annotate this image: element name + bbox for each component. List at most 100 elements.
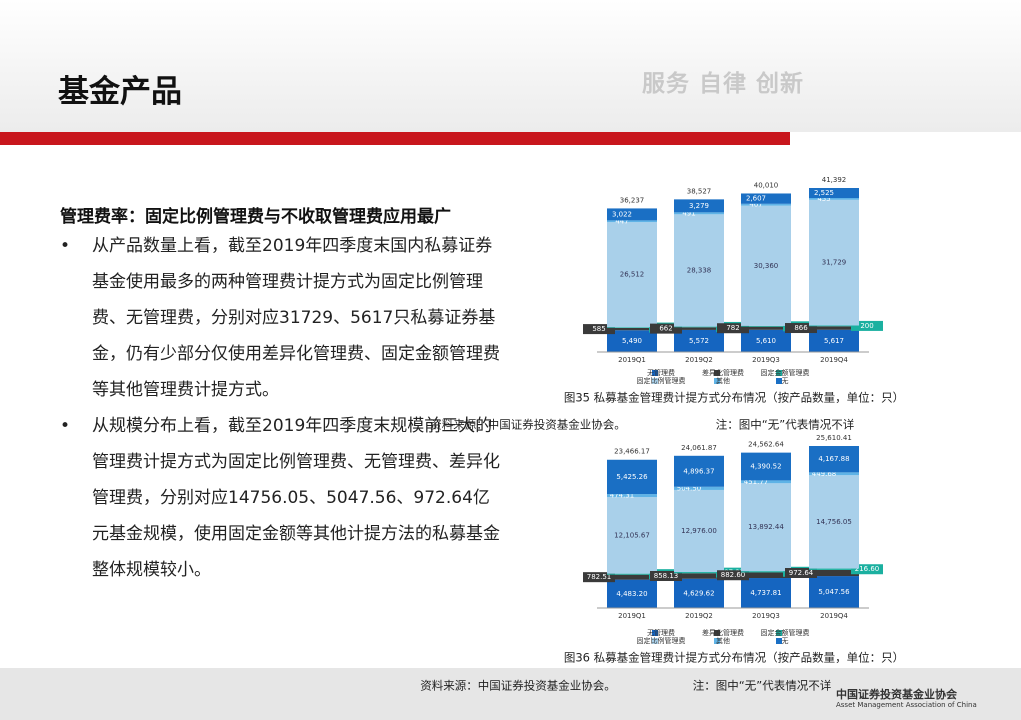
bar-segment xyxy=(607,574,657,580)
bar-segment xyxy=(741,578,791,608)
chart-source: 资料来源：中国证券投资基金业协会。 xyxy=(430,418,626,432)
value-label: 882.60 xyxy=(721,571,746,579)
bar-segment xyxy=(674,572,724,574)
value-label: 5,490 xyxy=(622,337,642,345)
value-label: 782 xyxy=(726,324,739,332)
bar-segment xyxy=(809,329,859,352)
section-heading: 管理费率：固定比例管理费与不收取管理费应用最广 xyxy=(60,207,451,227)
label-box xyxy=(650,571,682,582)
label-box xyxy=(785,323,817,334)
bar-segment xyxy=(674,329,724,352)
value-label: 200 xyxy=(860,322,873,330)
bar-segment xyxy=(809,569,859,577)
label-box xyxy=(851,320,883,331)
label-box xyxy=(717,323,749,334)
bar-segment xyxy=(674,578,724,608)
chart-source: 资料来源：中国证券投资基金业协会。 xyxy=(420,679,616,693)
bar-segment xyxy=(607,494,657,498)
bar-segment xyxy=(741,329,791,352)
value-label: 491 xyxy=(682,209,695,217)
value-label: 972.64 xyxy=(789,569,814,577)
value-label: 28,338 xyxy=(687,266,712,274)
legend-swatch xyxy=(652,638,658,644)
bar-segment xyxy=(809,326,859,330)
legend-swatch xyxy=(714,630,720,636)
bar-segment xyxy=(607,220,657,223)
value-label: 5,047.56 xyxy=(818,588,850,596)
bar-segment xyxy=(674,214,724,327)
chart-caption: 图36 私募基金管理费计提方式分布情况（按产品数量，单位：只） xyxy=(564,651,904,665)
legend-swatch xyxy=(714,638,720,644)
value-label: 4,483.20 xyxy=(616,590,647,598)
slogan: 服务 自律 创新 xyxy=(642,71,805,97)
bar-segment xyxy=(741,205,791,326)
value-label: 13,892.44 xyxy=(748,523,784,531)
bar-segment xyxy=(674,486,724,490)
value-label: 14,756.05 xyxy=(816,518,852,526)
value-label: 585 xyxy=(592,325,605,333)
value-label: 4,629.62 xyxy=(683,589,714,597)
red-stripe xyxy=(0,132,790,145)
label-box xyxy=(583,572,615,583)
value-label: 5,617 xyxy=(824,337,844,345)
legend-label: 无 xyxy=(782,637,789,645)
value-label: 12,105.67 xyxy=(614,531,650,539)
bar-segment xyxy=(674,327,724,330)
value-label: 467 xyxy=(749,201,762,209)
total-label: 38,527 xyxy=(687,187,712,195)
bar-segment xyxy=(741,571,791,573)
total-label: 24,562.64 xyxy=(748,441,784,449)
legend-label: 其他 xyxy=(716,376,730,385)
value-label: 447 xyxy=(615,217,628,225)
legend-label: 固定比例管理费 xyxy=(637,636,686,645)
slide-title: 基金产品 xyxy=(58,74,182,110)
legend-swatch xyxy=(652,370,658,376)
bar-segment xyxy=(607,497,657,574)
bar-segment xyxy=(809,446,859,473)
bar-segment xyxy=(741,480,791,484)
bar-segment xyxy=(809,199,859,326)
x-tick-label: 2019Q1 xyxy=(618,612,646,620)
total-label: 41,392 xyxy=(822,176,847,184)
bar-segment xyxy=(607,208,657,221)
value-label: 3,279 xyxy=(689,202,709,210)
legend-label: 固定比例管理费 xyxy=(637,376,686,385)
x-tick-label: 2019Q2 xyxy=(685,356,713,364)
bar-segment xyxy=(809,188,859,199)
total-label: 40,010 xyxy=(754,181,779,189)
legend-label: 差异化管理费 xyxy=(702,368,744,377)
bar-segment xyxy=(674,455,724,487)
value-label: 5,425.26 xyxy=(616,473,648,481)
bullet-list: 从产品数量上看，截至2019年四季度末国内私募证券基金使用最多的两种管理费计提方… xyxy=(60,228,500,588)
legend-label: 无管理费 xyxy=(647,628,675,637)
logo-text-en: Asset Management Association of China xyxy=(836,701,977,709)
legend-swatch xyxy=(776,630,782,636)
x-tick-label: 2019Q4 xyxy=(820,356,848,364)
bar-segment xyxy=(809,472,859,476)
value-label: 2,525 xyxy=(814,189,834,197)
chart-caption: 图35 私募基金管理费计提方式分布情况（按产品数量，单位：只） xyxy=(564,391,904,405)
footer-bar xyxy=(0,668,1021,720)
bar-segment xyxy=(809,576,859,608)
label-box xyxy=(650,323,682,334)
bar-segment xyxy=(674,489,724,573)
bar-segment xyxy=(607,327,657,331)
legend-swatch xyxy=(652,378,658,384)
value-label: 216.60 xyxy=(855,565,880,573)
legend-swatch xyxy=(714,370,720,376)
value-label: 3,022 xyxy=(612,210,632,218)
value-label: 474.31 xyxy=(610,492,635,500)
legend-label: 其他 xyxy=(716,636,730,645)
bar-segment xyxy=(607,459,657,495)
legend-swatch xyxy=(776,378,782,384)
bar-segment xyxy=(674,199,724,213)
value-label: 451.77 xyxy=(744,478,769,486)
bar-segment xyxy=(741,452,791,481)
bar-segment xyxy=(741,325,791,327)
legend-label: 差异化管理费 xyxy=(702,628,744,637)
legend-swatch xyxy=(776,370,782,376)
value-label: 31,729 xyxy=(822,259,847,267)
value-label: 858.13 xyxy=(654,572,679,580)
